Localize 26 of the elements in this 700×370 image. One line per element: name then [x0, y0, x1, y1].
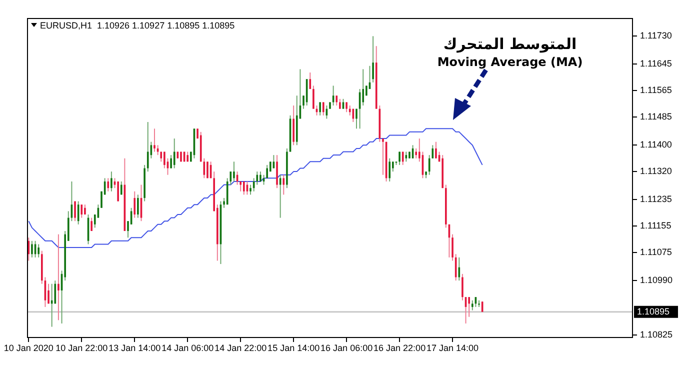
y-tick-label: 1.11485 [640, 112, 672, 122]
x-tick-label: 16 Jan 22:00 [374, 342, 426, 353]
y-tick-label: 1.11075 [640, 246, 672, 257]
y-tick-label: 1.11400 [640, 140, 672, 150]
y-tick-label: 1.11155 [640, 220, 672, 231]
y-tick-label: 1.11235 [640, 194, 672, 204]
x-tick-label: 14 Jan 06:00 [162, 342, 214, 353]
y-tick-label: 1.10825 [640, 330, 673, 340]
x-tick-label: 10 Jan 2020 [4, 342, 54, 353]
x-tick-label: 14 Jan 22:00 [214, 342, 267, 353]
y-tick-label: 1.11645 [640, 58, 672, 69]
y-tick-label: 1.11730 [640, 30, 672, 41]
y-tick-label: 1.10990 [640, 275, 673, 286]
candlestick [382, 138, 384, 175]
y-tick-label: 1.11320 [640, 166, 672, 176]
x-tick-label: 16 Jan 06:00 [320, 342, 373, 353]
x-tick-label: 17 Jan 14:00 [426, 342, 479, 353]
x-tick-label: 13 Jan 14:00 [108, 342, 161, 353]
chart-title: EURUSD,H1 1.10926 1.10927 1.10895 1.10895 [40, 20, 235, 30]
annotation: المتوسط المتحرك [443, 34, 577, 53]
x-tick-label: 15 Jan 14:00 [268, 342, 320, 353]
x-tick-label: 10 Jan 22:00 [56, 342, 108, 353]
candlestick [58, 234, 60, 320]
ref-line-label: 1.10895 [637, 306, 670, 316]
annotation: Moving Average (MA) [437, 55, 583, 70]
y-tick-label: 1.11565 [640, 85, 672, 96]
